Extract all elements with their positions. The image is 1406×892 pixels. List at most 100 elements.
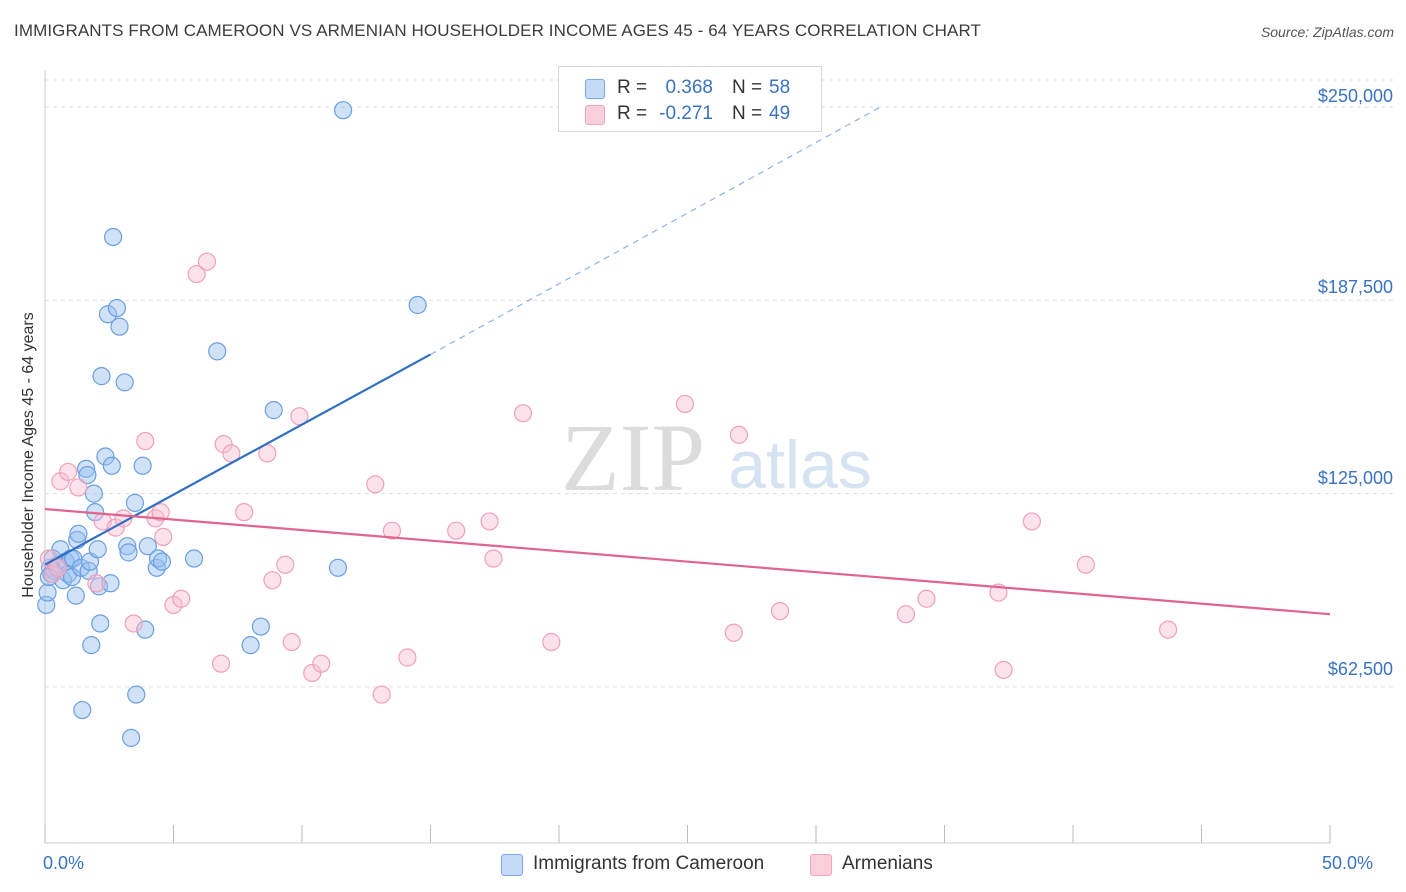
- data-point: [152, 552, 172, 571]
- data-point: [484, 549, 503, 568]
- data-point: [87, 574, 106, 593]
- data-point: [151, 503, 170, 522]
- data-point: [89, 577, 109, 596]
- data-point: [48, 558, 67, 577]
- bottom-legend-swatch-cameroon: [501, 854, 523, 876]
- data-point: [724, 623, 743, 642]
- data-point: [115, 373, 134, 392]
- data-point: [154, 527, 173, 546]
- trend-line-cameroon: [44, 353, 432, 566]
- data-point: [398, 648, 417, 667]
- data-point: [276, 555, 295, 574]
- data-point: [78, 465, 97, 485]
- data-point: [1076, 555, 1095, 574]
- watermark: ZIP atlas: [561, 404, 872, 511]
- data-point: [118, 537, 137, 556]
- data-point: [92, 367, 111, 386]
- data-point: [480, 512, 499, 531]
- data-point: [312, 654, 331, 673]
- x-tick-label-max: 50.0%: [1322, 853, 1374, 873]
- data-point: [917, 589, 936, 608]
- data-point: [729, 425, 749, 444]
- data-point: [328, 558, 348, 577]
- data-point: [447, 521, 466, 540]
- data-point: [513, 404, 533, 423]
- data-point: [1158, 620, 1178, 639]
- data-point: [127, 685, 146, 704]
- legend-n-value: 58: [769, 77, 791, 98]
- data-point: [208, 342, 227, 361]
- data-point: [251, 617, 270, 636]
- y-tick-label: $125,000: [1317, 468, 1393, 488]
- data-point: [258, 444, 277, 463]
- data-point: [211, 654, 231, 673]
- trend-line-armenians: [44, 507, 1331, 616]
- axes: [44, 70, 1331, 844]
- data-point: [334, 101, 353, 120]
- legend-r-value: -0.271: [659, 103, 713, 124]
- data-point: [136, 620, 155, 639]
- data-point: [263, 571, 282, 590]
- data-point: [98, 305, 118, 324]
- data-point: [241, 636, 260, 655]
- data-point: [102, 456, 121, 475]
- data-point: [187, 264, 206, 284]
- trend-lines: [44, 106, 1331, 616]
- watermark-atlas: atlas: [728, 427, 872, 503]
- data-point: [408, 295, 427, 315]
- legend-swatch-armenians: [585, 105, 605, 125]
- data-point: [172, 589, 191, 608]
- data-point: [770, 601, 790, 621]
- y-tick-label: $187,500: [1317, 277, 1393, 297]
- source-label: Source: ZipAtlas.com: [1260, 24, 1394, 40]
- legend-row-cameroon: R = 0.368 N = 58: [559, 75, 821, 103]
- gridlines: [45, 79, 1395, 688]
- data-point: [69, 524, 88, 543]
- data-point: [51, 472, 70, 491]
- series-cameroon-points: [37, 101, 427, 747]
- data-point: [382, 521, 402, 540]
- legend-r-label: R =: [617, 103, 648, 124]
- legend-row-armenians: R = -0.271 N = 49: [559, 101, 821, 129]
- legend-n-label: N =: [732, 103, 763, 124]
- legend-n-value: 49: [769, 103, 791, 124]
- bottom-legend-swatch-armenians: [810, 854, 832, 876]
- series-armenians-points: [39, 252, 1178, 704]
- data-point: [84, 484, 103, 503]
- data-point: [214, 435, 233, 454]
- data-point: [264, 401, 283, 420]
- data-point: [1022, 512, 1041, 531]
- bottom-legend-label: Immigrants from Cameroon: [533, 853, 765, 874]
- data-point: [896, 605, 916, 624]
- y-tick-label: $62,500: [1327, 659, 1393, 679]
- data-point: [542, 632, 561, 652]
- data-point: [124, 614, 143, 633]
- data-point: [110, 317, 129, 336]
- legend-r-value: 0.368: [665, 77, 713, 98]
- data-point: [96, 447, 115, 466]
- watermark-zip: ZIP: [561, 404, 705, 511]
- trend-line-cameroon-extension: [430, 106, 881, 355]
- data-point: [136, 431, 155, 451]
- data-point: [366, 475, 385, 494]
- chart-title: IMMIGRANTS FROM CAMEROON VS ARMENIAN HOU…: [14, 21, 982, 40]
- data-point: [372, 685, 391, 704]
- data-point: [104, 227, 123, 247]
- data-point: [77, 459, 96, 478]
- bottom-legend-label: Armenians: [842, 853, 933, 874]
- data-point: [69, 478, 88, 497]
- data-point: [133, 456, 152, 475]
- data-point: [184, 549, 204, 568]
- data-point: [88, 540, 107, 559]
- legend-n-label: N =: [732, 77, 763, 98]
- data-point: [282, 632, 301, 652]
- x-tick-label-min: 0.0%: [43, 853, 85, 873]
- data-point: [125, 493, 145, 512]
- data-point: [197, 252, 217, 271]
- data-point: [82, 636, 101, 655]
- data-point: [66, 586, 85, 605]
- correlation-legend: R = 0.368 N = 58 R = -0.271 N = 49: [558, 66, 822, 132]
- legend-swatch-cameroon: [585, 79, 605, 99]
- data-point: [119, 543, 138, 562]
